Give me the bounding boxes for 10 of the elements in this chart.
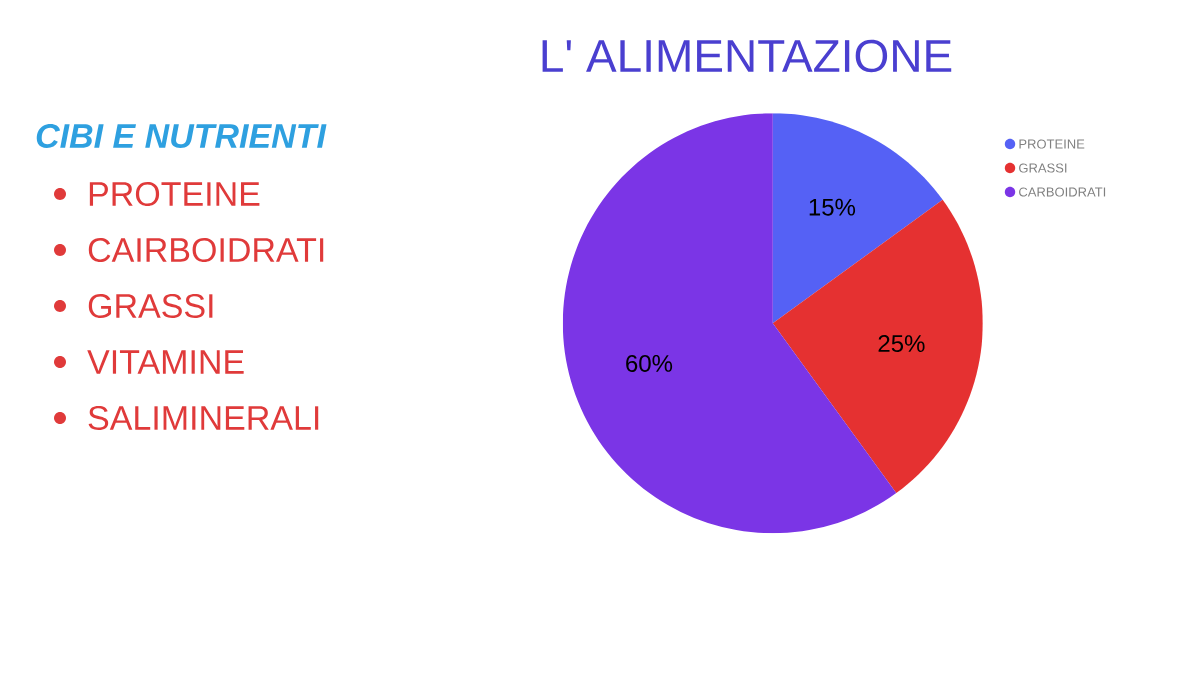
text: VITAMINE xyxy=(87,350,244,374)
data-label: 15% xyxy=(809,198,856,216)
chart-title: L' ALIMENTAZIONE xyxy=(542,39,952,73)
text: GRASSI xyxy=(88,293,213,319)
text: PROTEINE xyxy=(89,181,260,207)
text: SALIMINERALI xyxy=(88,405,319,431)
text: CAIRBOIDRATI xyxy=(88,237,324,263)
data-label: 60% xyxy=(626,354,673,372)
data-label: 25% xyxy=(878,335,925,353)
text: CIBI E NUTRIENTI xyxy=(36,123,327,149)
